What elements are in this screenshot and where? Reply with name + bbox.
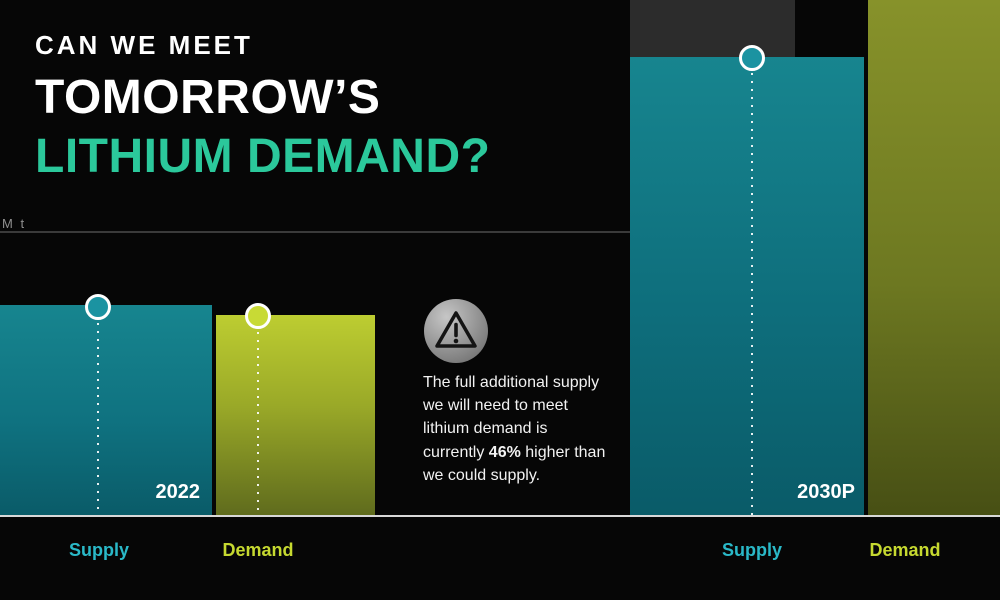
bar-demand-2030 [868,0,1000,516]
year-label-2030: 2030P [797,481,855,503]
year-label-2022: 2022 [155,481,201,503]
bar-supply-2022 [0,305,212,516]
supply-label-2030: Supply [721,540,782,560]
demand-label-2022: Demand [222,540,294,560]
bar-supply-2030 [630,57,864,516]
chart-baseline [0,515,1000,517]
callout-text-before: The full additional supply we will need … [423,374,600,461]
callout-text-after: higher than we could supply. [423,443,606,484]
callout-highlight: 46% [488,443,521,461]
title-line-3: LITHIUM DEMAND? [35,130,491,183]
dotted-line-supply-2030 [751,57,753,516]
demand-label-2030: Demand [869,540,941,560]
page-title: CAN WE MEET TOMORROW’S LITHIUM DEMAND? [35,30,490,184]
supply-label-2022: Supply [68,540,129,560]
demand-2022-marker [245,303,271,329]
warning-icon [423,298,489,369]
axis-gridline [0,231,630,233]
axis-unit-label: M t [2,216,27,231]
bar-demand-2022 [216,315,375,516]
dotted-line-demand-2022 [257,316,259,516]
supply-2022-marker [85,294,111,320]
supply-2030-marker [739,45,765,71]
dotted-line-supply-2022 [97,307,99,516]
supply-gap-block [630,0,795,58]
title-line-1: CAN WE MEET [35,30,253,60]
title-line-2: TOMORROW’S [35,71,381,124]
callout-text: The full additional supply we will need … [423,371,611,487]
